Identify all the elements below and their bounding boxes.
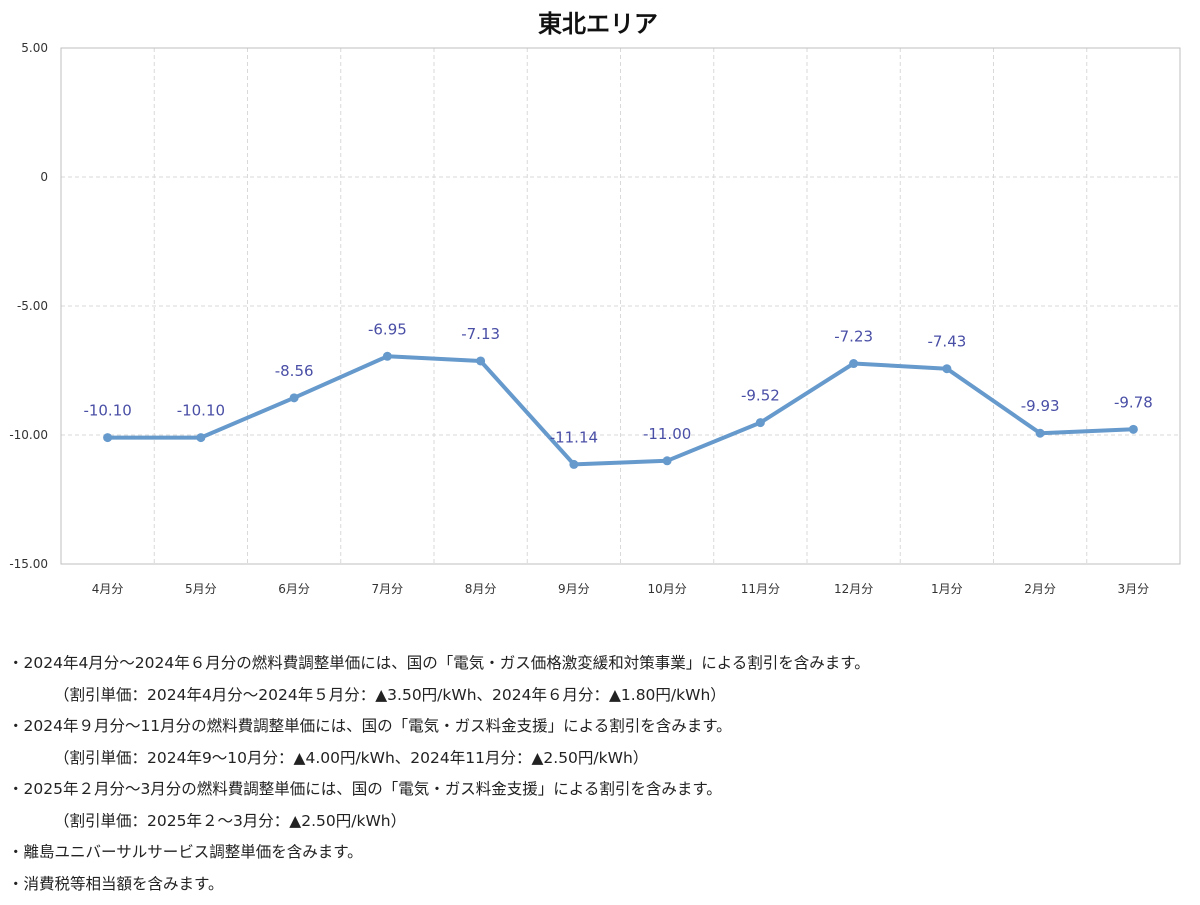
y-tick-label: -10.00: [9, 428, 48, 442]
footnote-3: ・2025年２月分～3月分の燃料費調整単価には、国の「電気・ガス料金支援」による…: [8, 780, 722, 798]
x-tick-label: 8月分: [465, 582, 497, 596]
data-point: [569, 459, 579, 469]
line-chart: 東北エリア 5.00 0 -5.00 -10.00 -15.00 4月分 5月分 6月分 7月分…: [9, 10, 1181, 596]
series-polyline: [105, 354, 1136, 467]
footnotes: ・2024年4月分～2024年６月分の燃料費調整単価には、国の「電気・ガス価格激…: [8, 648, 1188, 900]
x-tick-label: 9月分: [558, 582, 590, 596]
footnote-3-detail: （割引単価：2025年２～3月分：▲2.50円/kWh）: [54, 811, 407, 830]
y-tick-label: -15.00: [9, 557, 48, 571]
data-point: [662, 456, 672, 466]
data-point: [289, 393, 299, 403]
data-point: [942, 364, 952, 374]
y-tick-label: 0: [40, 170, 48, 184]
data-point: [382, 351, 392, 361]
data-point: [1035, 428, 1045, 438]
data-label: -10.10: [83, 402, 131, 420]
footnote-1-detail: （割引単価：2024年4月分～2024年５月分：▲3.50円/kWh、2024年…: [54, 685, 726, 704]
x-tick-label: 2月分: [1024, 582, 1056, 596]
data-label: -6.95: [368, 320, 407, 338]
x-tick-label: 5月分: [185, 582, 217, 596]
grid: [61, 47, 1180, 564]
data-label: -11.00: [643, 425, 691, 443]
x-tick-label: 10月分: [647, 582, 686, 596]
data-label: -9.52: [741, 387, 780, 405]
footnote-1: ・2024年4月分～2024年６月分の燃料費調整単価には、国の「電気・ガス価格激…: [8, 654, 870, 672]
chart-title: 東北エリア: [538, 10, 658, 38]
data-point: [849, 359, 859, 369]
data-label: -11.14: [550, 428, 598, 446]
data-point: [196, 433, 206, 443]
x-tick-label: 4月分: [92, 582, 124, 596]
data-label: -7.43: [927, 333, 966, 351]
data-labels: -10.10 -10.10 -8.56 -6.95 -7.13 -11.14 -11.00 -…: [83, 320, 1152, 446]
data-point: [103, 433, 113, 443]
footnote-2-detail: （割引単価：2024年9～10月分：▲4.00円/kWh、2024年11月分：▲…: [54, 748, 649, 767]
data-label: -8.56: [275, 362, 314, 380]
y-tick-label: -5.00: [17, 299, 48, 313]
x-tick-label: 3月分: [1118, 582, 1150, 596]
y-tick-label: 5.00: [21, 41, 48, 55]
footnote-5: ・消費税等相当額を含みます。: [8, 874, 224, 893]
series-line: [103, 351, 1138, 469]
footnote-2: ・2024年９月分～11月分の燃料費調整単価には、国の「電気・ガス料金支援」によ…: [8, 717, 732, 735]
data-point: [476, 356, 486, 366]
footnote-4: ・離島ユニバーサルサービス調整単価を含みます。: [8, 843, 363, 861]
plot-area-border: [60, 47, 1181, 565]
x-tick-label: 12月分: [834, 582, 873, 596]
x-tick-label: 7月分: [372, 582, 404, 596]
data-label: -7.13: [461, 325, 500, 343]
data-label: -9.78: [1114, 393, 1153, 411]
axes: 5.00 0 -5.00 -10.00 -15.00 4月分 5月分 6月分 7月分 8月分 9月分…: [9, 41, 1181, 596]
data-point: [755, 418, 765, 428]
data-label: -9.93: [1021, 397, 1060, 415]
data-point: [1128, 424, 1138, 434]
x-tick-label: 11月分: [741, 582, 780, 596]
x-tick-label: 6月分: [278, 582, 310, 596]
x-tick-label: 1月分: [931, 582, 963, 596]
data-label: -10.10: [177, 402, 225, 420]
data-label: -7.23: [834, 328, 873, 346]
